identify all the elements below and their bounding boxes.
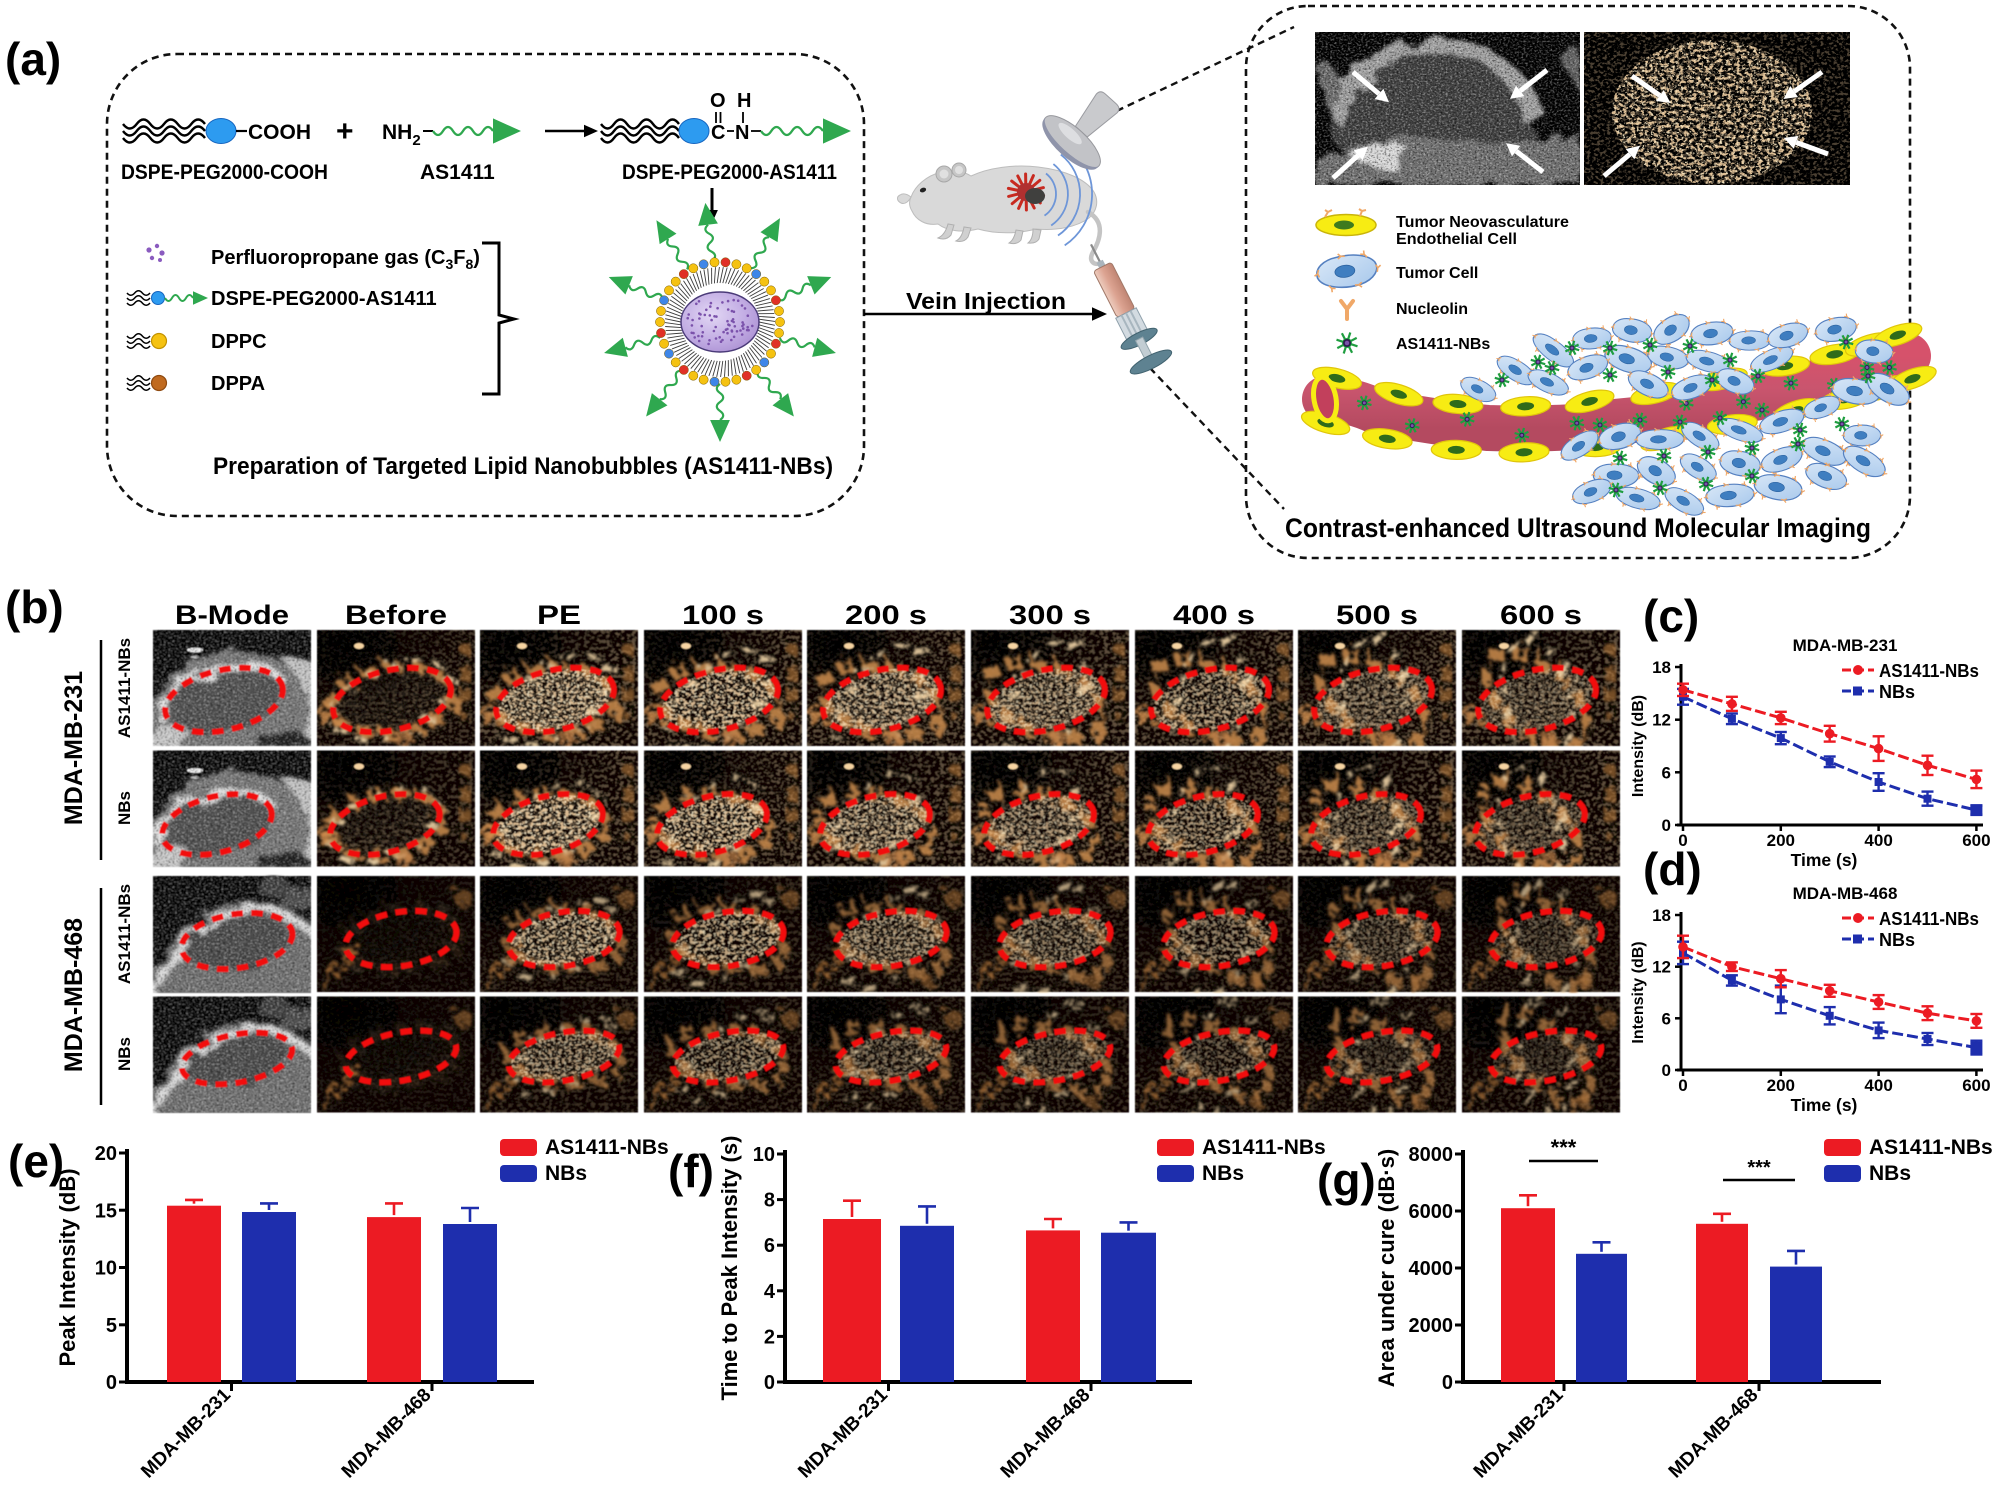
svg-text:4000: 4000 — [1409, 1258, 1454, 1280]
svg-text:(b): (b) — [5, 581, 64, 633]
svg-text:Nucleolin: Nucleolin — [1396, 301, 1468, 318]
svg-text:AS1411-NBs: AS1411-NBs — [115, 884, 134, 984]
svg-text:Tumor Neovasculature: Tumor Neovasculature — [1396, 214, 1569, 231]
svg-text:300 s: 300 s — [1009, 600, 1091, 630]
svg-text:AS1411-NBs: AS1411-NBs — [1396, 336, 1490, 353]
svg-text:18: 18 — [1652, 906, 1671, 925]
svg-text:12: 12 — [1652, 711, 1671, 730]
svg-text:DSPE-PEG2000-AS1411: DSPE-PEG2000-AS1411 — [622, 161, 837, 184]
svg-text:Preparation of Targeted Lipid: Preparation of Targeted Lipid Nanobubble… — [213, 453, 833, 480]
svg-text:400: 400 — [1864, 1076, 1892, 1095]
svg-text:10: 10 — [753, 1144, 775, 1166]
svg-text:MDA-MB-231: MDA-MB-231 — [1793, 636, 1898, 655]
svg-text:DSPE-PEG2000-COOH: DSPE-PEG2000-COOH — [121, 161, 328, 184]
svg-text:Before: Before — [345, 600, 447, 630]
svg-text:2000: 2000 — [1409, 1315, 1454, 1337]
svg-text:Tumor Cell: Tumor Cell — [1396, 265, 1478, 282]
svg-text:12: 12 — [1652, 958, 1671, 977]
svg-text:NBs: NBs — [1879, 682, 1915, 702]
svg-text:10: 10 — [95, 1258, 117, 1280]
svg-text:100 s: 100 s — [682, 600, 764, 630]
svg-text:0: 0 — [1662, 816, 1671, 835]
svg-text:DSPE-PEG2000-AS1411: DSPE-PEG2000-AS1411 — [211, 288, 437, 310]
svg-text:H: H — [737, 90, 751, 112]
svg-text:0: 0 — [106, 1372, 117, 1394]
svg-text:(c): (c) — [1643, 590, 1699, 642]
svg-text:Contrast-enhanced Ultrasound M: Contrast-enhanced Ultrasound Molecular I… — [1285, 513, 1871, 543]
svg-text:Peak Intensity (dB): Peak Intensity (dB) — [55, 1168, 80, 1366]
svg-text:8: 8 — [764, 1190, 775, 1212]
svg-text:COOH: COOH — [248, 121, 311, 144]
svg-text:MDA-MB-231: MDA-MB-231 — [60, 671, 88, 825]
svg-text:AS1411-NBs: AS1411-NBs — [545, 1136, 669, 1159]
svg-text:400: 400 — [1864, 831, 1892, 850]
svg-text:Time (s): Time (s) — [1791, 1095, 1858, 1115]
svg-text:Area under cure (dB·s): Area under cure (dB·s) — [1374, 1149, 1399, 1387]
svg-text:C: C — [711, 122, 725, 144]
svg-text:Perfluoropropane gas (C3F8): Perfluoropropane gas (C3F8) — [211, 247, 480, 272]
svg-text:AS1411-NBs: AS1411-NBs — [1879, 661, 1979, 681]
svg-text:0: 0 — [1678, 1076, 1687, 1095]
svg-text:MDA-MB-468: MDA-MB-468 — [1793, 884, 1898, 903]
svg-text:Endothelial Cell: Endothelial Cell — [1396, 231, 1517, 248]
svg-text:200 s: 200 s — [845, 600, 927, 630]
svg-text:AS1411-NBs: AS1411-NBs — [1202, 1136, 1326, 1159]
svg-text:Intensity (dB): Intensity (dB) — [1630, 695, 1647, 797]
svg-text:Vein Injection: Vein Injection — [906, 288, 1066, 314]
svg-text:8000: 8000 — [1409, 1144, 1454, 1166]
svg-text:O: O — [710, 90, 726, 112]
svg-text:***: *** — [1747, 1157, 1771, 1179]
svg-text:AS1411-NBs: AS1411-NBs — [1869, 1136, 1993, 1159]
svg-text:5: 5 — [106, 1315, 117, 1337]
svg-text:NBs: NBs — [115, 791, 134, 825]
svg-text:(g): (g) — [1317, 1154, 1376, 1206]
svg-text:PE: PE — [537, 600, 581, 630]
svg-text:Intensity (dB): Intensity (dB) — [1630, 941, 1647, 1043]
svg-text:NBs: NBs — [1869, 1162, 1911, 1185]
svg-text:+: + — [336, 115, 354, 148]
svg-text:(d): (d) — [1643, 843, 1702, 895]
svg-text:Time (s): Time (s) — [1791, 850, 1858, 870]
svg-text:0: 0 — [764, 1372, 775, 1394]
svg-text:NBs: NBs — [1879, 930, 1915, 950]
svg-text:NBs: NBs — [545, 1162, 587, 1185]
svg-text:4: 4 — [764, 1281, 776, 1303]
svg-text:AS1411-NBs: AS1411-NBs — [1879, 909, 1979, 929]
svg-text:200: 200 — [1767, 1076, 1795, 1095]
svg-text:6000: 6000 — [1409, 1201, 1454, 1223]
svg-text:B-Mode: B-Mode — [175, 600, 289, 630]
svg-text:600 s: 600 s — [1500, 600, 1582, 630]
svg-text:DPPA: DPPA — [211, 373, 265, 395]
svg-text:AS1411: AS1411 — [420, 161, 495, 184]
svg-text:20: 20 — [95, 1143, 117, 1165]
svg-text:500 s: 500 s — [1336, 600, 1418, 630]
svg-text:NBs: NBs — [1202, 1162, 1244, 1185]
svg-text:***: *** — [1551, 1135, 1577, 1160]
svg-text:(f): (f) — [668, 1145, 714, 1197]
svg-text:6: 6 — [1662, 763, 1671, 782]
svg-text:18: 18 — [1652, 658, 1671, 677]
svg-text:6: 6 — [764, 1235, 775, 1257]
svg-text:DPPC: DPPC — [211, 331, 267, 353]
svg-text:AS1411-NBs: AS1411-NBs — [115, 638, 134, 738]
svg-text:MDA-MB-468: MDA-MB-468 — [60, 918, 88, 1072]
svg-text:0: 0 — [1442, 1372, 1453, 1394]
svg-text:400 s: 400 s — [1173, 600, 1255, 630]
svg-text:600: 600 — [1962, 831, 1990, 850]
svg-text:6: 6 — [1662, 1009, 1671, 1028]
svg-text:Time to Peak Intensity (s): Time to Peak Intensity (s) — [717, 1136, 742, 1401]
svg-text:0: 0 — [1662, 1061, 1671, 1080]
svg-text:(a): (a) — [5, 33, 61, 85]
svg-text:2: 2 — [764, 1326, 775, 1348]
svg-text:200: 200 — [1767, 831, 1795, 850]
svg-text:NBs: NBs — [115, 1037, 134, 1071]
svg-text:15: 15 — [95, 1200, 117, 1222]
svg-text:N: N — [735, 122, 749, 144]
svg-text:600: 600 — [1962, 1076, 1990, 1095]
